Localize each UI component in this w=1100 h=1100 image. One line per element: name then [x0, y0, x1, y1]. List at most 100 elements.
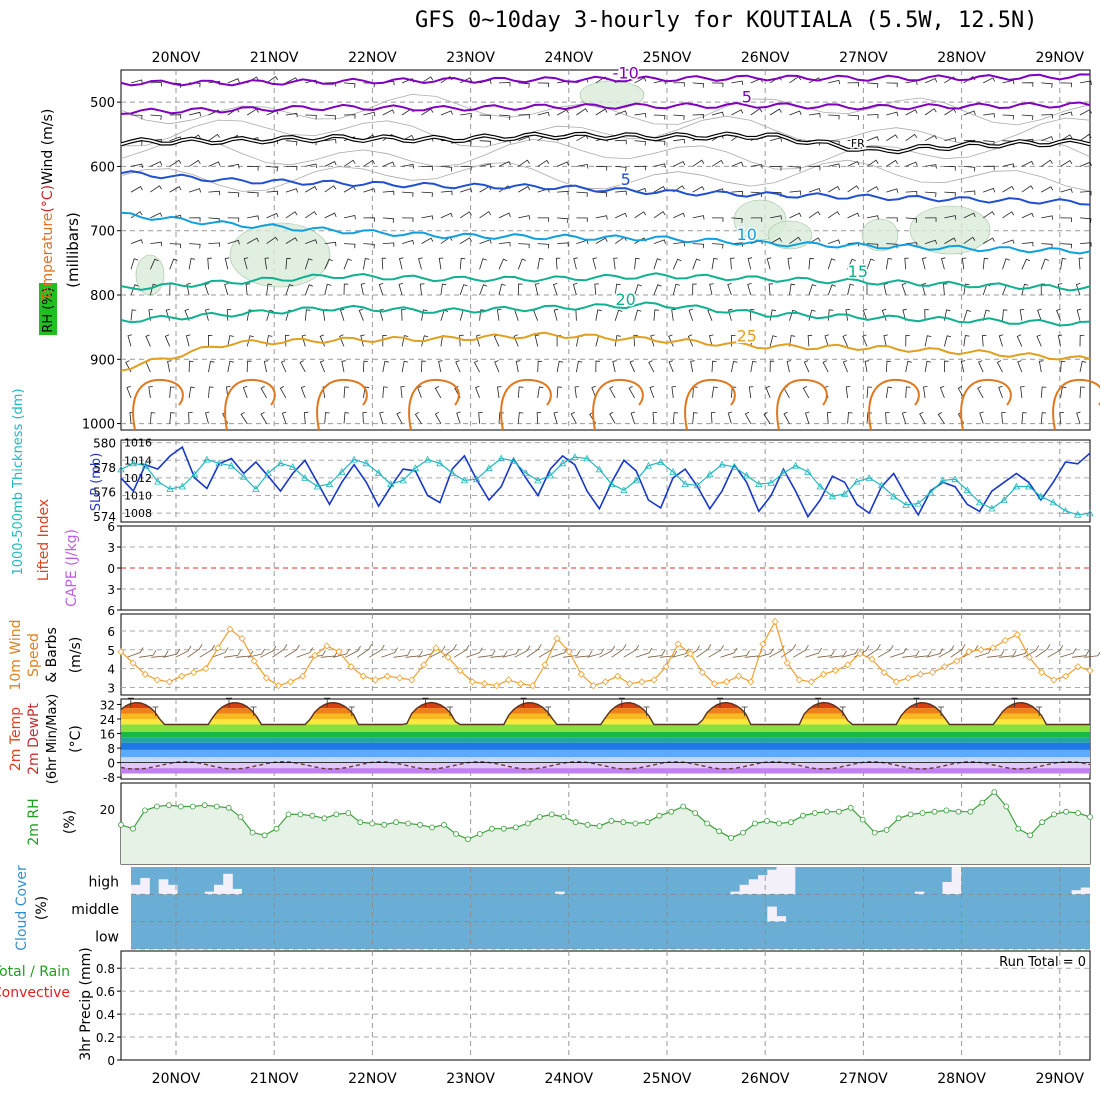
- wind10m-barb: [199, 644, 215, 658]
- upper-wind-barb: [653, 185, 666, 193]
- rh2m-tick-label: 20: [100, 803, 115, 817]
- upper-wind-barb: [263, 360, 269, 373]
- wind-speed-marker: [601, 678, 610, 686]
- upper-wind-barb: [728, 308, 733, 321]
- cloud-high-bar: [131, 884, 141, 895]
- upper-wind-barb: [634, 211, 647, 219]
- upper-wind-barb: [1075, 283, 1081, 296]
- upper-wind-barb: [130, 186, 143, 193]
- upper-wind-barb: [496, 309, 502, 321]
- upper-wind-barb: [300, 385, 306, 399]
- upper-wind-barb: [1041, 82, 1053, 88]
- rh2m-marker: [955, 808, 962, 815]
- wind-speed-marker: [1025, 653, 1033, 661]
- upper-wind-barb: [459, 334, 464, 347]
- cloud-high-bar: [204, 891, 215, 895]
- upper-wind-barb: [576, 239, 589, 245]
- wind10m-barb: [732, 650, 750, 658]
- upper-wind-barb: [595, 166, 608, 171]
- upper-wind-barb: [629, 360, 635, 373]
- upper-wind-barb: [227, 191, 240, 197]
- temp-tick-label: 16: [100, 728, 115, 742]
- thickness-marker: [522, 469, 530, 476]
- upper-wind-barb: [750, 360, 757, 373]
- cloud-background: [131, 867, 1090, 949]
- rh2m-marker: [752, 820, 758, 827]
- upper-wind-barb: [847, 212, 860, 219]
- upper-wind-barb: [847, 185, 860, 193]
- upper-wind-barb: [866, 82, 879, 88]
- upper-wind-barb: [150, 283, 158, 296]
- upper-wind-barb: [789, 335, 796, 347]
- thickness-marker: [497, 454, 505, 462]
- upper-wind-barb: [169, 114, 182, 119]
- upper-wind-barb: [281, 411, 287, 424]
- upper-wind-barb: [421, 309, 428, 321]
- thickness-marker: [975, 498, 984, 506]
- upper-wind-barb: [1079, 190, 1092, 196]
- upper-wind-barb: [905, 334, 910, 347]
- upper-wind-barb: [905, 242, 918, 247]
- upper-wind-barb: [553, 411, 558, 424]
- wind10m-barb: [332, 648, 350, 658]
- upper-wind-barb: [247, 215, 259, 220]
- upper-wind-barb: [862, 308, 868, 321]
- upper-wind-barb: [382, 242, 395, 247]
- thickness-marker: [264, 469, 272, 476]
- upper-wind-barb: [905, 161, 918, 167]
- upper-wind-barb: [747, 283, 752, 296]
- wind-speed-marker: [238, 634, 246, 643]
- upper-wind-barb: [864, 360, 870, 373]
- upper-wind-barb: [921, 283, 927, 296]
- upper-wind-barb: [808, 187, 821, 193]
- upper-air-panel-frame: [120, 69, 1091, 431]
- upper-wind-barb: [769, 335, 777, 347]
- upper-wind-barb: [498, 412, 504, 424]
- upper-wind-barb: [842, 334, 848, 347]
- upper-wind-barb: [944, 166, 956, 171]
- upper-wind-barb: [634, 165, 647, 171]
- rh2m-marker: [500, 825, 507, 832]
- upper-wind-barb: [802, 386, 810, 399]
- upper-wind-barb: [167, 360, 172, 373]
- upper-wind-barb: [204, 283, 209, 296]
- thickness-marker: [215, 459, 223, 467]
- thickness-marker: [902, 501, 910, 508]
- wind10m-barb: [478, 650, 496, 658]
- temp-minmax-whisker: [447, 706, 453, 717]
- upper-wind-barb: [421, 215, 434, 220]
- thickness-marker: [411, 464, 420, 471]
- temp-minmax-whisker: [839, 706, 846, 717]
- upper-wind-barb: [188, 360, 194, 373]
- wind10m-barb: [999, 650, 1017, 658]
- date-label-top: 27NOV: [839, 50, 888, 66]
- upper-wind-barb: [711, 257, 718, 270]
- upper-wind-barb: [475, 334, 481, 347]
- wind10m-barb: [1011, 648, 1029, 658]
- upper-wind-barb: [498, 161, 511, 167]
- upper-wind-barb: [379, 308, 384, 321]
- upper-wind-barb: [828, 114, 840, 120]
- upper-wind-barb: [1076, 411, 1081, 424]
- upper-wind-barb: [653, 211, 666, 219]
- upper-wind-barb: [769, 108, 782, 116]
- temp-minmax-whisker: [913, 697, 920, 708]
- wind-speed-marker: [214, 644, 222, 652]
- upper-wind-barb: [609, 386, 616, 399]
- temperature-band: [121, 757, 1090, 763]
- upper-wind-barb: [963, 190, 976, 196]
- thickness-marker: [350, 455, 358, 463]
- upper-wind-barb: [845, 386, 851, 398]
- upper-wind-barb: [401, 335, 409, 347]
- wind-speed-marker: [662, 663, 670, 671]
- upper-wind-barb: [343, 159, 356, 167]
- upper-wind-barb: [937, 412, 945, 424]
- thickness-marker: [227, 461, 236, 469]
- thickness-marker: [399, 476, 407, 484]
- upper-wind-barb: [382, 190, 395, 196]
- upper-wind-barb: [634, 284, 642, 296]
- rh2m-marker: [476, 831, 483, 837]
- upper-wind-barb: [299, 360, 306, 373]
- upper-wind-barb: [614, 309, 623, 321]
- temperature-wind-axis-label: Temperature(°C)Wind (m/s): [40, 109, 56, 303]
